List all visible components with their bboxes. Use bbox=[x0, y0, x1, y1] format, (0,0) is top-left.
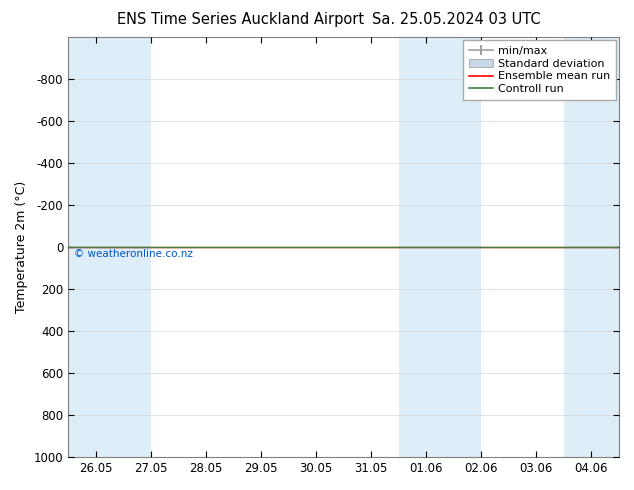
Text: Sa. 25.05.2024 03 UTC: Sa. 25.05.2024 03 UTC bbox=[372, 12, 541, 27]
Legend: min/max, Standard deviation, Ensemble mean run, Controll run: min/max, Standard deviation, Ensemble me… bbox=[463, 40, 616, 100]
Text: © weatheronline.co.nz: © weatheronline.co.nz bbox=[74, 249, 193, 259]
Text: ENS Time Series Auckland Airport: ENS Time Series Auckland Airport bbox=[117, 12, 365, 27]
Y-axis label: Temperature 2m (°C): Temperature 2m (°C) bbox=[15, 181, 28, 313]
Bar bbox=[68, 37, 151, 457]
Bar bbox=[564, 37, 619, 457]
Bar bbox=[399, 37, 481, 457]
